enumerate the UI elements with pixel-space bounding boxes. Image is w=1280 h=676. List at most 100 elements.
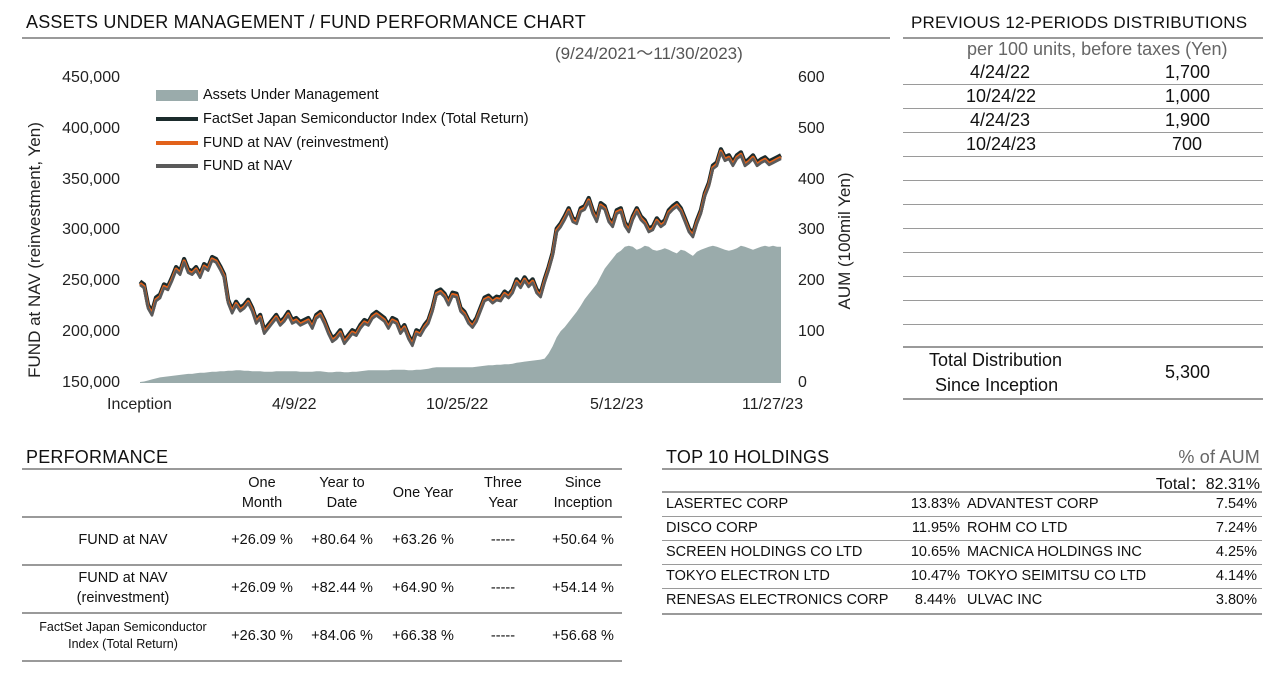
performance-value: +26.09 % bbox=[231, 532, 293, 548]
distribution-amount: 1,900 bbox=[1164, 110, 1210, 130]
distribution-date: 10/24/23 bbox=[966, 134, 1037, 154]
holding-pct: 4.25% bbox=[1215, 544, 1257, 560]
holdings-row-rule bbox=[662, 516, 1262, 517]
holding-pct: 10.47% bbox=[910, 568, 960, 584]
holding-name: SCREEN HOLDINGS CO LTD bbox=[666, 544, 863, 560]
holdings-title: TOP 10 HOLDINGS bbox=[666, 447, 830, 467]
distribution-row-rule bbox=[903, 300, 1263, 301]
performance-value: ----- bbox=[490, 628, 516, 644]
holding-pct: 13.83% bbox=[910, 496, 960, 512]
performance-value: +82.44 % bbox=[311, 580, 373, 596]
y-left-tick: 400,000 bbox=[62, 120, 120, 137]
legend-swatch-index bbox=[156, 117, 198, 121]
performance-value: +54.14 % bbox=[552, 580, 614, 596]
distribution-row-rule bbox=[903, 252, 1263, 253]
y-right-tick: 500 bbox=[798, 120, 825, 137]
holding-pct: 7.54% bbox=[1215, 496, 1257, 512]
y-right-tick: 100 bbox=[798, 323, 825, 340]
performance-row-rule bbox=[22, 612, 622, 614]
performance-value: +66.38 % bbox=[392, 628, 454, 644]
performance-value: +63.26 % bbox=[392, 532, 454, 548]
distribution-date: 10/24/22 bbox=[966, 86, 1037, 106]
performance-header: Year to Date bbox=[304, 473, 380, 513]
holding-name: ROHM CO LTD bbox=[967, 520, 1068, 536]
header-line: Since bbox=[564, 475, 602, 491]
holdings-total: Total：82.31% bbox=[1155, 476, 1260, 493]
distribution-row-rule bbox=[903, 156, 1263, 157]
performance-row-label: FactSet Japan Semiconductor Index (Total … bbox=[22, 619, 224, 653]
header-line: Date bbox=[326, 495, 358, 511]
holding-name: DISCO CORP bbox=[666, 520, 758, 536]
distribution-bottom-rule bbox=[903, 398, 1263, 400]
y-right-tick: 200 bbox=[798, 272, 825, 289]
distribution-row-rule bbox=[903, 228, 1263, 229]
performance-value: ----- bbox=[490, 580, 516, 596]
holding-pct: 8.44% bbox=[914, 592, 956, 608]
legend-swatch-nav bbox=[156, 164, 198, 168]
distribution-total-value: 5,300 bbox=[1164, 362, 1210, 382]
y-left-tick: 250,000 bbox=[62, 272, 120, 289]
header-line: One bbox=[248, 475, 276, 491]
performance-value: +26.09 % bbox=[231, 580, 293, 596]
performance-header: One Year bbox=[384, 483, 462, 503]
series-lines-group bbox=[138, 147, 782, 348]
x-tick: 11/27/23 bbox=[742, 396, 804, 413]
header-line: Year to bbox=[319, 475, 365, 491]
performance-chart bbox=[138, 147, 782, 383]
header-line: Inception bbox=[553, 495, 613, 511]
y-right-tick: 0 bbox=[798, 374, 807, 391]
holdings-unit: % of AUM bbox=[1178, 447, 1260, 467]
performance-title-rule bbox=[22, 468, 622, 470]
holding-pct: 7.24% bbox=[1215, 520, 1257, 536]
distribution-row-rule bbox=[903, 180, 1263, 181]
row-label-line: (reinvestment) bbox=[76, 590, 170, 606]
distribution-date: 4/24/23 bbox=[970, 110, 1031, 130]
distribution-amount: 700 bbox=[1171, 134, 1202, 154]
performance-value: +50.64 % bbox=[552, 532, 614, 548]
distribution-row-rule bbox=[903, 204, 1263, 205]
header-line: Year bbox=[488, 495, 518, 511]
holdings-title-rule bbox=[662, 468, 1262, 470]
x-tick: 4/9/22 bbox=[272, 396, 317, 413]
holding-pct: 4.14% bbox=[1215, 568, 1257, 584]
y-left-tick: 200,000 bbox=[62, 323, 120, 340]
y-left-tick: 150,000 bbox=[62, 374, 120, 391]
distribution-amount: 1,000 bbox=[1164, 86, 1210, 106]
distribution-row-rule bbox=[903, 276, 1263, 277]
holding-name: RENESAS ELECTRONICS CORP bbox=[666, 592, 889, 608]
performance-bottom-rule bbox=[22, 660, 622, 662]
chart-title: ASSETS UNDER MANAGEMENT / FUND PERFORMAN… bbox=[26, 12, 586, 32]
aum-area-group bbox=[140, 245, 781, 383]
holding-name: TOKYO SEIMITSU CO LTD bbox=[967, 568, 1147, 584]
performance-header: Three Year bbox=[465, 473, 541, 513]
series-line-nav bbox=[139, 151, 782, 348]
performance-header: Since Inception bbox=[544, 473, 622, 513]
distribution-row-rule bbox=[903, 132, 1263, 133]
distribution-total-label: Total Distribution bbox=[929, 350, 1063, 370]
performance-title: PERFORMANCE bbox=[26, 447, 169, 467]
chart-period: (9/24/2021～11/30/2023) bbox=[555, 44, 743, 63]
aum-area bbox=[140, 245, 781, 383]
legend-swatch-aum bbox=[156, 90, 198, 101]
y-right-tick: 600 bbox=[798, 69, 825, 86]
holdings-total-rule bbox=[662, 491, 1262, 493]
distributions-title: PREVIOUS 12-PERIODS DISTRIBUTIONS bbox=[911, 13, 1248, 32]
holding-name: TOKYO ELECTRON LTD bbox=[666, 568, 830, 584]
distribution-total-label: Since Inception bbox=[935, 375, 1059, 395]
performance-value: ----- bbox=[490, 532, 516, 548]
header-line: Month bbox=[241, 495, 283, 511]
y-left-tick: 350,000 bbox=[62, 171, 120, 188]
chart-title-rule bbox=[22, 37, 890, 39]
performance-value: +26.30 % bbox=[231, 628, 293, 644]
holding-name: ADVANTEST CORP bbox=[967, 496, 1099, 512]
performance-row-rule bbox=[22, 564, 622, 566]
row-label-line: FactSet Japan Semiconductor bbox=[39, 620, 207, 634]
distribution-total-rule bbox=[903, 346, 1263, 348]
distribution-row-rule bbox=[903, 84, 1263, 85]
performance-header-rule bbox=[22, 516, 622, 518]
y-left-axis-title: FUND at NAV (reinvestment, Yen) bbox=[25, 122, 44, 378]
distribution-amount: 1,700 bbox=[1164, 62, 1210, 82]
legend-swatch-reinvest bbox=[156, 141, 198, 145]
performance-row-label: FUND at NAV (reinvestment) bbox=[22, 568, 224, 608]
holding-pct: 10.65% bbox=[910, 544, 960, 560]
